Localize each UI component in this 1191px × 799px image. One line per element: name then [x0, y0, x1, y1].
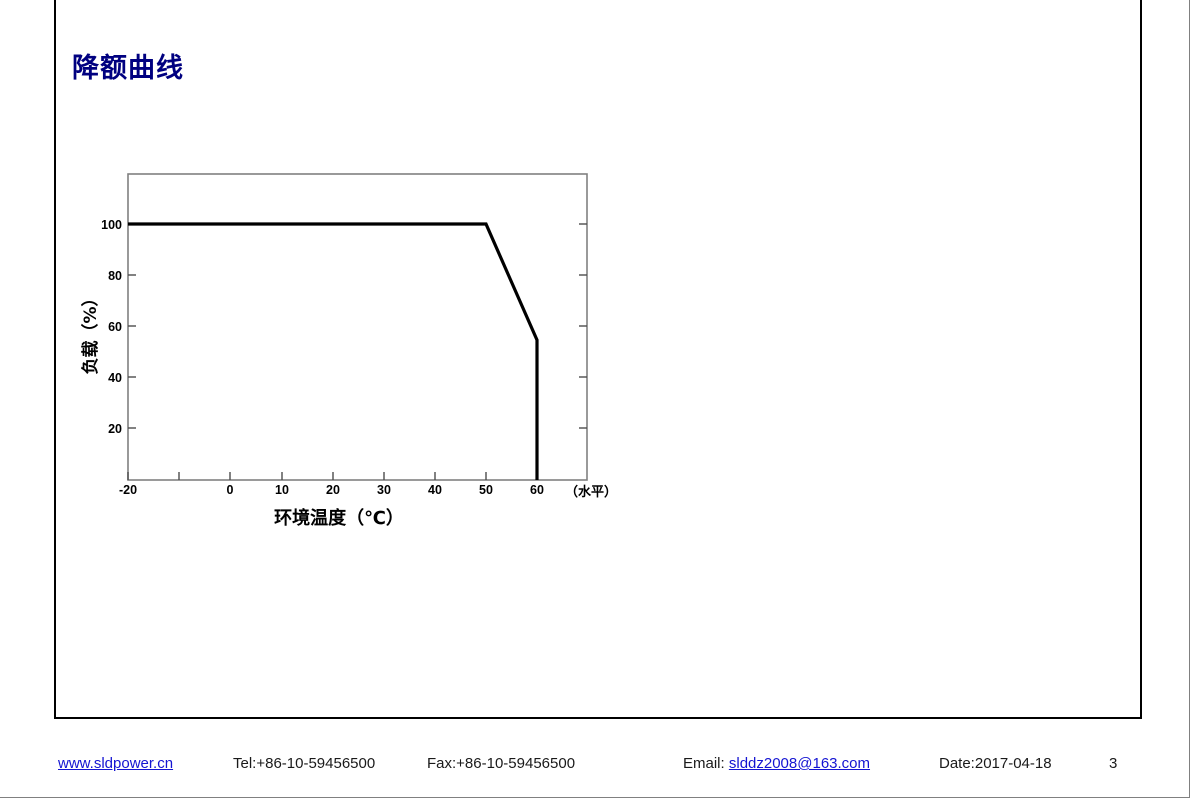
y-tick-label-60: 60: [108, 320, 122, 334]
x-tick-label-minus20: -20: [119, 483, 137, 497]
telephone-text: Tel:+86-10-59456500: [233, 755, 376, 772]
date-text: Date:2017-04-18: [939, 755, 1052, 772]
fax-text: Fax:+86-10-59456500: [427, 755, 576, 772]
x-tick-label-0: 0: [227, 483, 234, 497]
x-tick-label-20: 20: [326, 483, 340, 497]
email-link[interactable]: slddz2008@163.com: [728, 755, 871, 772]
x-tick-label-30: 30: [377, 483, 391, 497]
x-tick-label-10: 10: [275, 483, 289, 497]
derating-curve-chart: 100 80 60 40 20 -20 0 10 20 30 40 50 60 …: [80, 173, 617, 529]
plot-border: [127, 173, 588, 481]
page-title: 降额曲线: [72, 53, 184, 84]
x-tick-label-60: 60: [530, 483, 544, 497]
y-tick-labels: 100 80 60 40 20: [101, 218, 122, 436]
y-tick-label-40: 40: [108, 371, 122, 385]
email-group: Email: slddz2008@163.com: [683, 755, 870, 772]
y-tick-label-100: 100: [101, 218, 122, 232]
y-tick-label-80: 80: [108, 269, 122, 283]
y-tick-label-20: 20: [108, 422, 122, 436]
x-tick-label-50: 50: [479, 483, 493, 497]
plot-frame: [127, 173, 588, 481]
x-axis-title: 环境温度（℃）: [274, 507, 404, 529]
page-number: 3: [1109, 755, 1118, 772]
derating-curve-line: [128, 222, 539, 480]
x-tick-label-40: 40: [428, 483, 442, 497]
y-axis-title: 负载（%）: [80, 289, 101, 374]
slide-content-frame: 降额曲线: [54, 0, 1142, 719]
email-label: Email:: [683, 755, 725, 772]
horizontal-mount-annotation: （水平）: [565, 484, 617, 500]
x-tick-labels: -20 0 10 20 30 40 50 60: [119, 483, 544, 497]
page-footer: www.sldpower.cn Tel:+86-10-59456500 Fax:…: [0, 755, 1191, 785]
website-link[interactable]: www.sldpower.cn: [58, 755, 174, 772]
